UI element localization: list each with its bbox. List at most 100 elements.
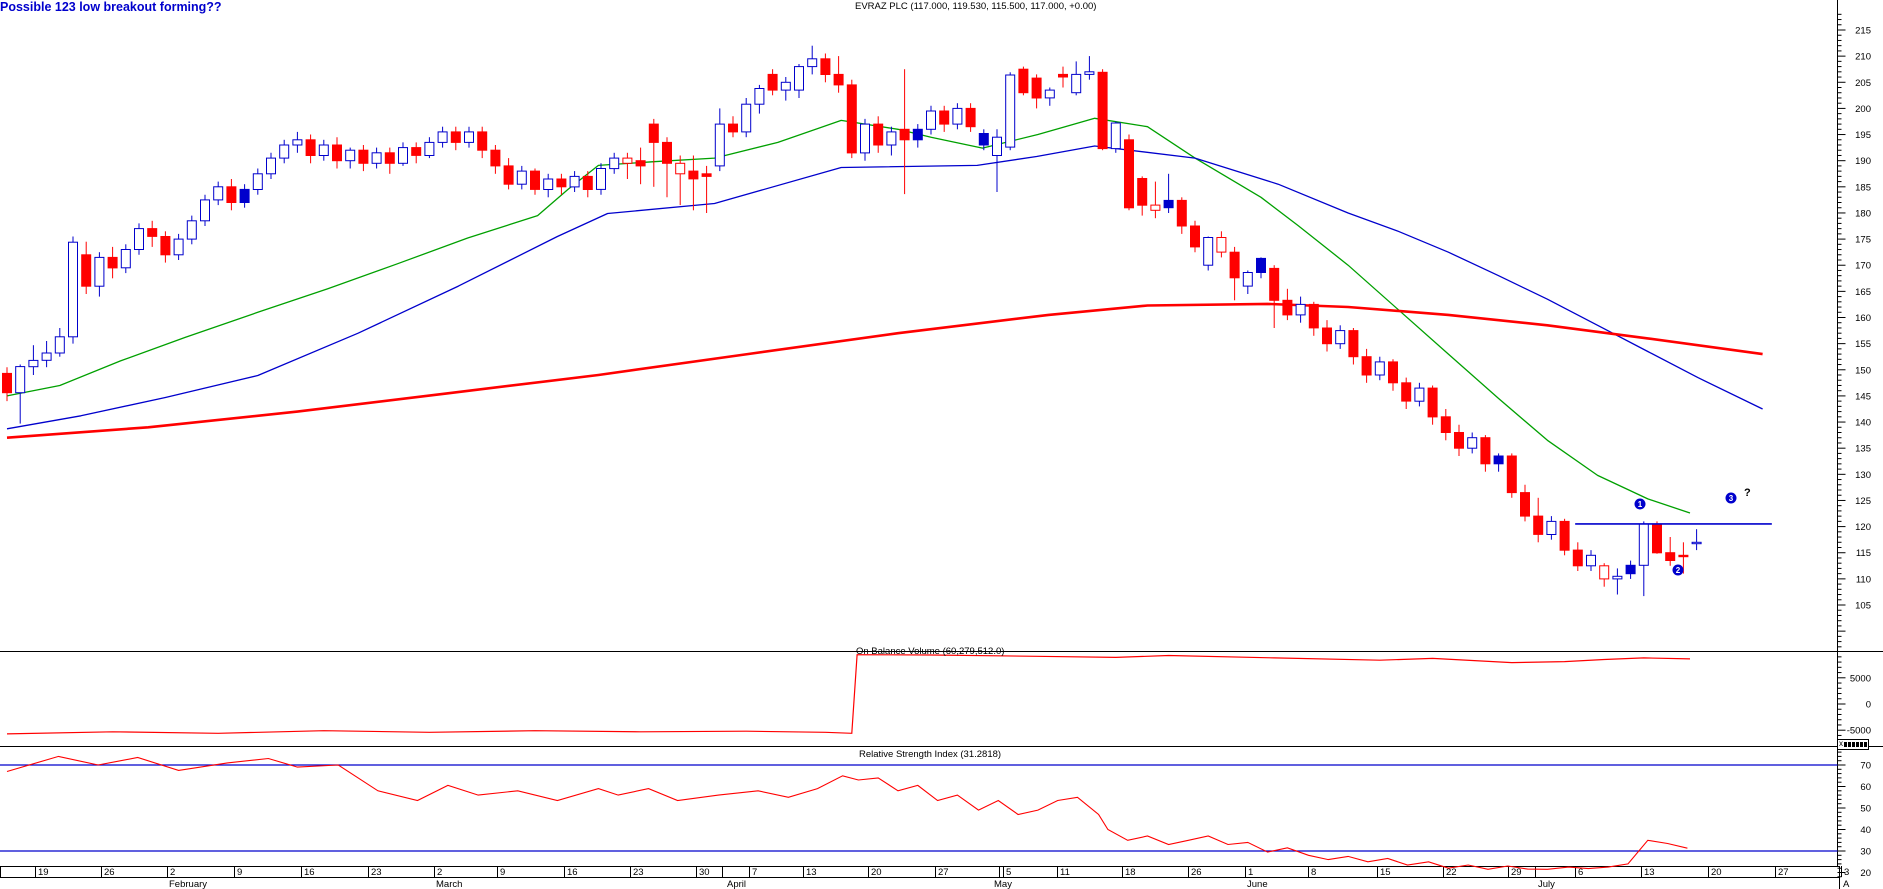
scrollbar-block[interactable] [1864,742,1867,747]
date-tick-label: 16 [304,867,315,878]
rsi-line [6,755,1688,870]
rsi-tick-label: 40 [1860,825,1871,836]
candle-body [503,165,514,185]
obv-line [6,654,1691,735]
price-tick-label: 110 [1856,574,1871,585]
marker-suffix-3: ? [1744,487,1751,499]
rsi-tick-label: 60 [1860,782,1871,793]
price-tick-label: 200 [1855,104,1871,115]
candle-body [2,372,12,394]
month-label: May [994,879,1012,889]
date-tick-label: 13 [1644,867,1655,878]
candle-body [754,88,765,105]
candle-body [94,256,105,287]
candle-body [1084,71,1095,75]
month-label: March [436,879,462,889]
candle-body [318,144,329,156]
candle-body [1295,303,1306,316]
price-tick-label: 165 [1855,287,1871,298]
candle-body [226,186,237,204]
candle-body [292,139,303,146]
date-tick-label: 18 [1125,867,1136,878]
candle-body [1308,303,1319,329]
candle-body [846,84,857,154]
candle-body [965,107,976,128]
marker-number-2: 2 [1676,566,1681,575]
candle-body [978,133,989,146]
candle-body [147,228,158,237]
candle-body [1480,437,1491,465]
date-tick-label: 19 [38,867,49,878]
candle-body [688,170,699,180]
candle-body [213,186,224,201]
candlestick-series [2,45,1702,597]
date-tick-label: 26 [1191,867,1202,878]
candle-body [1374,361,1385,376]
price-tick-label: 180 [1855,208,1871,219]
candle-body [648,123,659,143]
candle-body [266,157,276,175]
scrollbar-block[interactable] [1848,742,1851,747]
price-tick-label: 130 [1855,470,1871,481]
candle-body [912,128,923,141]
candle-body [1467,437,1478,449]
scrollbar-block[interactable] [1852,742,1855,747]
candle-body [1599,565,1610,580]
candle-body [450,131,461,143]
candle-body [1440,416,1451,433]
date-tick-label: 7 [752,867,757,878]
marker-circle-2 [1672,564,1684,576]
candle-body [556,178,567,188]
candle-body [939,110,950,125]
price-tick-label: 135 [1855,444,1871,455]
obv-pane-scrollbar[interactable]: x [1837,739,1869,750]
candle-body [477,131,488,151]
price-tick-label: 190 [1855,156,1871,167]
candle-body [398,147,408,164]
candle-body [1216,237,1227,253]
annotation-text: Possible 123 low breakout forming?? [0,0,222,14]
date-tick-label: 8 [1311,867,1316,878]
date-tick-label: 5 [1006,867,1011,878]
candle-body [279,144,290,159]
candle-body [794,66,804,91]
price-tick-label: 125 [1855,496,1871,507]
price-tick-label: 140 [1855,418,1871,429]
date-tick-label: 30 [699,867,710,878]
price-tick-label: 120 [1855,522,1871,533]
scrollbar-close-glyph[interactable]: x [1839,738,1843,748]
date-tick-label: 23 [633,867,644,878]
obv-tick-label: -5000 [1847,726,1871,737]
candle-body [1572,549,1583,567]
date-tick-label: 26 [104,867,115,878]
rsi-pane-label: Relative Strength Index (31.2818) [859,749,1002,760]
candle-body [886,131,897,146]
candle-body [1388,361,1398,384]
candle-body [899,128,910,141]
scrollbar-block[interactable] [1860,742,1863,747]
candle-body [860,123,870,154]
date-tick-label: 29 [1511,867,1522,878]
candle-body [1546,520,1557,536]
candle-body [239,188,250,203]
rsi-tick-label: 50 [1860,804,1871,815]
candle-body [1229,251,1240,279]
price-tick-label: 160 [1855,313,1871,324]
scrollbar-block[interactable] [1844,742,1847,747]
candle-body [173,238,184,256]
date-tick-label: 13 [806,867,817,878]
rsi-tick-label: 30 [1860,847,1871,858]
date-tick-label: 3 [1844,867,1849,878]
date-tick-label: 1 [1248,867,1253,878]
candle-body [952,107,963,125]
price-tick-label: 210 [1855,52,1871,63]
candle-body [1256,257,1266,273]
candle-body [305,139,316,157]
price-tick-label: 185 [1855,182,1871,193]
candle-body [1071,73,1082,94]
candle-body [1559,520,1570,551]
candle-body [1322,327,1332,345]
candle-body [1612,575,1623,580]
scrollbar-block[interactable] [1856,742,1859,747]
